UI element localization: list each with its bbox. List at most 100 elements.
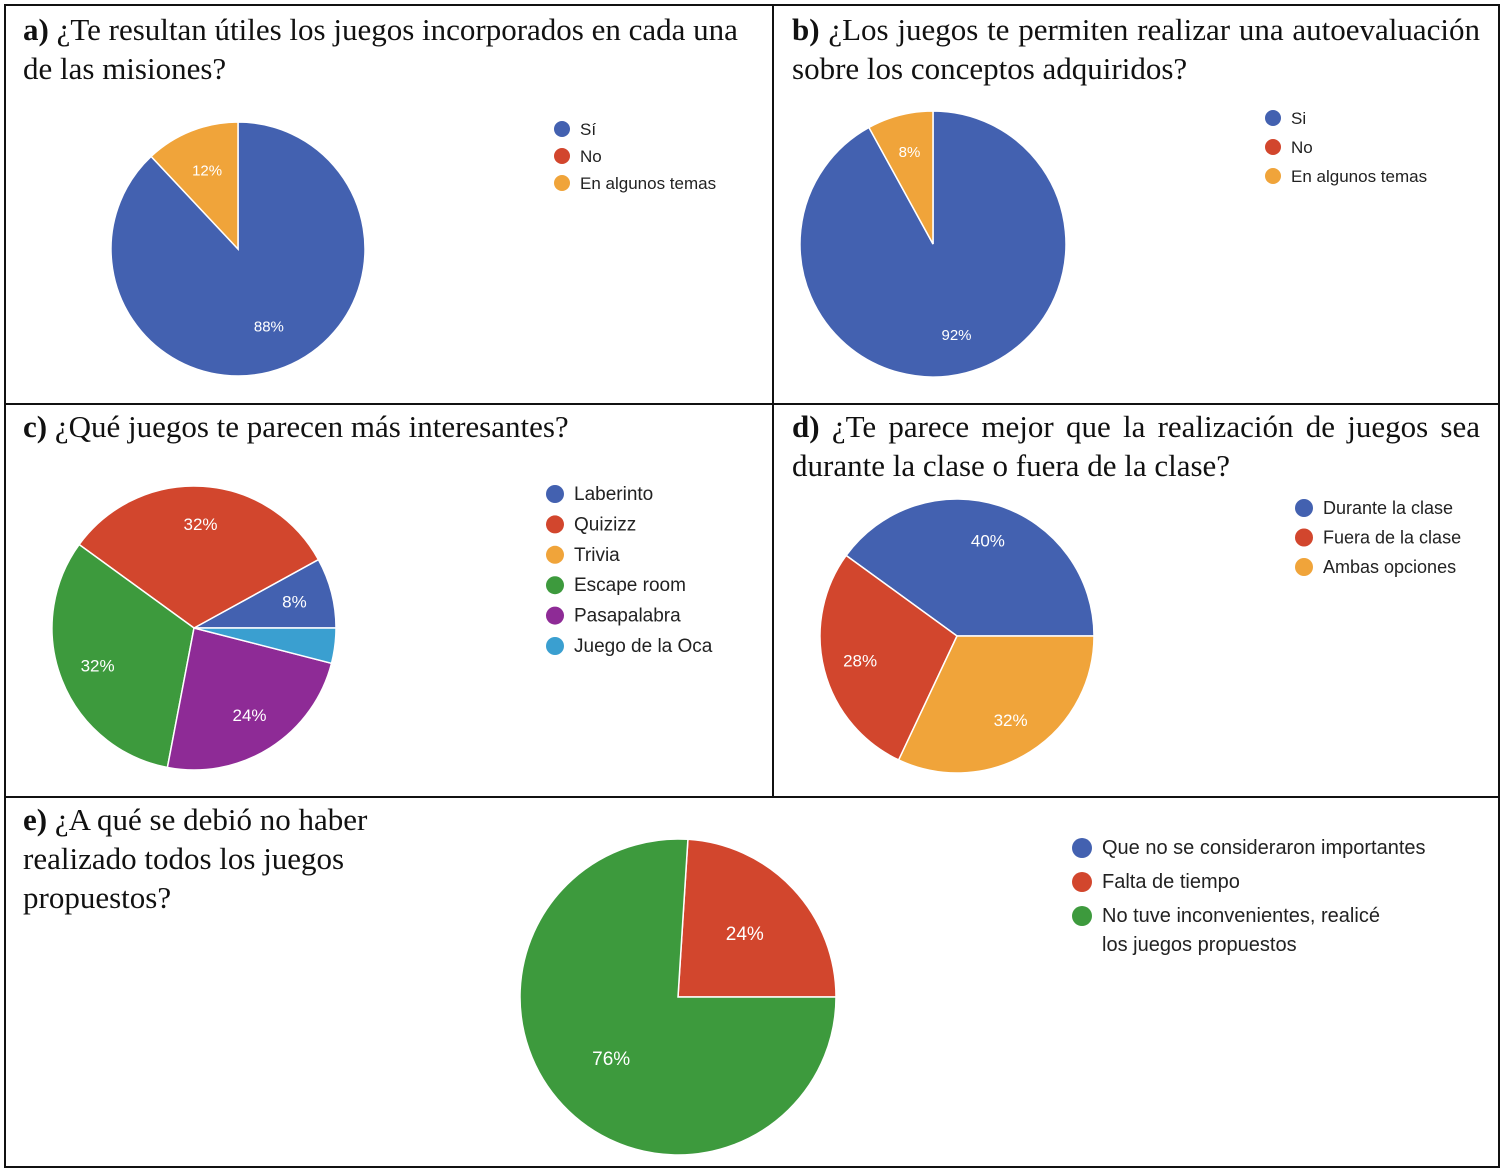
legend-label: Trivia (574, 544, 620, 565)
data-label-no-tuve-inconvenientes-realice-los-juegos-propuestos: 76% (592, 1049, 630, 1070)
legend-swatch (1265, 168, 1281, 184)
slice-no-tuve-inconvenientes-realice-los-juegos-propuestos (519, 838, 837, 1156)
legend-item-falta-de-tiempo: Falta de tiempo (1072, 871, 1240, 893)
slice-escape-room (51, 543, 195, 769)
legend-item-juego-de-la-oca: Juego de la Oca (546, 636, 713, 657)
legend-swatch (546, 485, 564, 503)
legend-label: Que no se consideraron importantes (1102, 837, 1426, 859)
legend-label: No (580, 147, 602, 166)
legend-item-quizizz: Quizizz (546, 514, 636, 535)
legend-item-trivia: Trivia (546, 544, 620, 565)
pie-chart-e: 24% 76% Que no se consideraron importantes… (519, 837, 1426, 1156)
legend-swatch (1265, 139, 1281, 155)
data-label-durante-la-clase: 40% (971, 531, 1005, 550)
legend-item-que-no-se-consideraron-importantes: Que no se consideraron importantes (1072, 837, 1426, 859)
data-label-escape-room: 32% (81, 657, 115, 676)
legend-label: Pasapalabra (574, 605, 681, 626)
slice-si (110, 121, 366, 377)
slice-pasapalabra (166, 627, 333, 771)
legend-label: Quizizz (574, 514, 636, 535)
pie-chart-c: 8% 32% 32% 24% Laberinto Quizizz Trivia Escape … (51, 484, 713, 771)
question-e: e) ¿A qué se debió no haber realizado to… (23, 800, 423, 917)
chart-grid (4, 4, 1500, 1168)
question-b: b) ¿Los juegos te permiten realizar una … (792, 10, 1480, 88)
data-label-pasapalabra: 24% (232, 706, 266, 725)
legend-label: En algunos temas (580, 174, 716, 193)
question-a-label: a) (23, 12, 49, 47)
legend-swatch (554, 148, 570, 164)
question-c-label: c) (23, 409, 48, 444)
question-c: c) ¿Qué juegos te parecen más interesant… (23, 407, 758, 446)
legend-item-fuera-de-la-clase: Fuera de la clase (1295, 528, 1461, 548)
panel-b: b) ¿Los juegos te permiten realizar una … (772, 0, 1500, 403)
legend-item-pasapalabra: Pasapalabra (546, 605, 681, 626)
question-e-text: ¿A qué se debió no haber realizado todos… (23, 802, 368, 915)
legend-swatch (554, 121, 570, 137)
slice-en-algunos-temas (867, 110, 934, 245)
slice-juego-de-la-oca (193, 627, 337, 665)
legend-label: Laberinto (574, 484, 653, 505)
panel-c: c) ¿Qué juegos te parecen más interesant… (0, 403, 772, 796)
legend-label: Ambas opciones (1323, 557, 1456, 577)
question-d-label: d) (792, 409, 820, 444)
legend-swatch (1295, 528, 1313, 547)
question-b-label: b) (792, 12, 820, 47)
question-c-text: ¿Qué juegos te parecen más interesantes? (54, 409, 569, 444)
question-a: a) ¿Te resultan útiles los juegos incorp… (23, 10, 758, 88)
slice-quizizz (78, 485, 320, 629)
slice-en-algunos-temas (149, 121, 239, 251)
panel-a: a) ¿Te resultan útiles los juegos incorp… (0, 0, 772, 403)
data-label-si: 92% (941, 327, 971, 344)
data-label-si: 88% (254, 318, 284, 335)
question-e-label: e) (23, 802, 48, 837)
data-label-falta-de-tiempo: 24% (726, 924, 764, 945)
legend-label: En algunos temas (1291, 167, 1427, 186)
legend-item-laberinto: Laberinto (546, 484, 653, 505)
data-label-ambas-opciones: 32% (994, 711, 1028, 730)
legend-swatch (546, 637, 564, 655)
divider-row-1 (4, 403, 1500, 405)
data-label-quizizz: 32% (183, 515, 217, 534)
divider-row-2 (4, 796, 1500, 798)
data-label-en-algunos-temas: 8% (899, 144, 921, 161)
pie-chart-b: 92% 8% Si No En algunos temas (799, 109, 1427, 378)
legend-item-en-algunos-temas: En algunos temas (554, 174, 716, 193)
legend-item-no: No (554, 147, 602, 166)
legend-swatch (1265, 110, 1281, 126)
question-b-text: ¿Los juegos te permiten realizar una aut… (792, 12, 1480, 86)
legend-swatch (554, 175, 570, 191)
legend-item-si: Si (1265, 109, 1306, 128)
legend-swatch (546, 606, 564, 625)
legend-item-ambas-opciones: Ambas opciones (1295, 557, 1456, 577)
data-label-fuera-de-la-clase: 28% (843, 651, 877, 670)
panel-e: e) ¿A qué se debió no haber realizado to… (0, 796, 1500, 1168)
legend-swatch (546, 545, 564, 564)
legend-swatch (1072, 906, 1092, 926)
legend-label: Si (1291, 109, 1306, 128)
legend-swatch (1072, 838, 1092, 858)
legend-label: Durante la clase (1323, 498, 1453, 518)
legend-label: Falta de tiempo (1102, 871, 1240, 893)
legend-item-no: No (1265, 138, 1313, 157)
legend-swatch (546, 576, 564, 595)
panel-d: d) ¿Te parece mejor que la realización d… (772, 403, 1500, 796)
slice-falta-de-tiempo (677, 838, 837, 998)
data-label-en-algunos-temas: 12% (192, 163, 222, 180)
slice-si (799, 110, 1067, 378)
legend-swatch (1295, 499, 1313, 517)
legend-swatch (546, 515, 564, 534)
slice-ambas-opciones (897, 635, 1095, 774)
legend-label: Escape room (574, 575, 686, 596)
legend-label: Juego de la Oca (574, 636, 713, 657)
legend-item-escape-room: Escape room (546, 575, 686, 596)
legend-item-si: Sí (554, 120, 596, 139)
slice-fuera-de-la-clase (819, 554, 958, 761)
legend-label: No tuve inconvenientes, realicé los juego… (1102, 905, 1380, 956)
pie-chart-d: 40% 28% 32% Durante la clase Fuera de la cla… (819, 498, 1461, 774)
legend-item-en-algunos-temas: En algunos temas (1265, 167, 1427, 186)
legend-item-no-tuve-inconvenientes-realice-los-juegos-propuestos: No tuve inconvenientes, realicé los juego… (1072, 905, 1380, 956)
divider-vertical (772, 4, 774, 797)
data-label-laberinto: 8% (282, 593, 307, 612)
slice-durante-la-clase (845, 498, 1095, 637)
legend-item-durante-la-clase: Durante la clase (1295, 498, 1453, 518)
